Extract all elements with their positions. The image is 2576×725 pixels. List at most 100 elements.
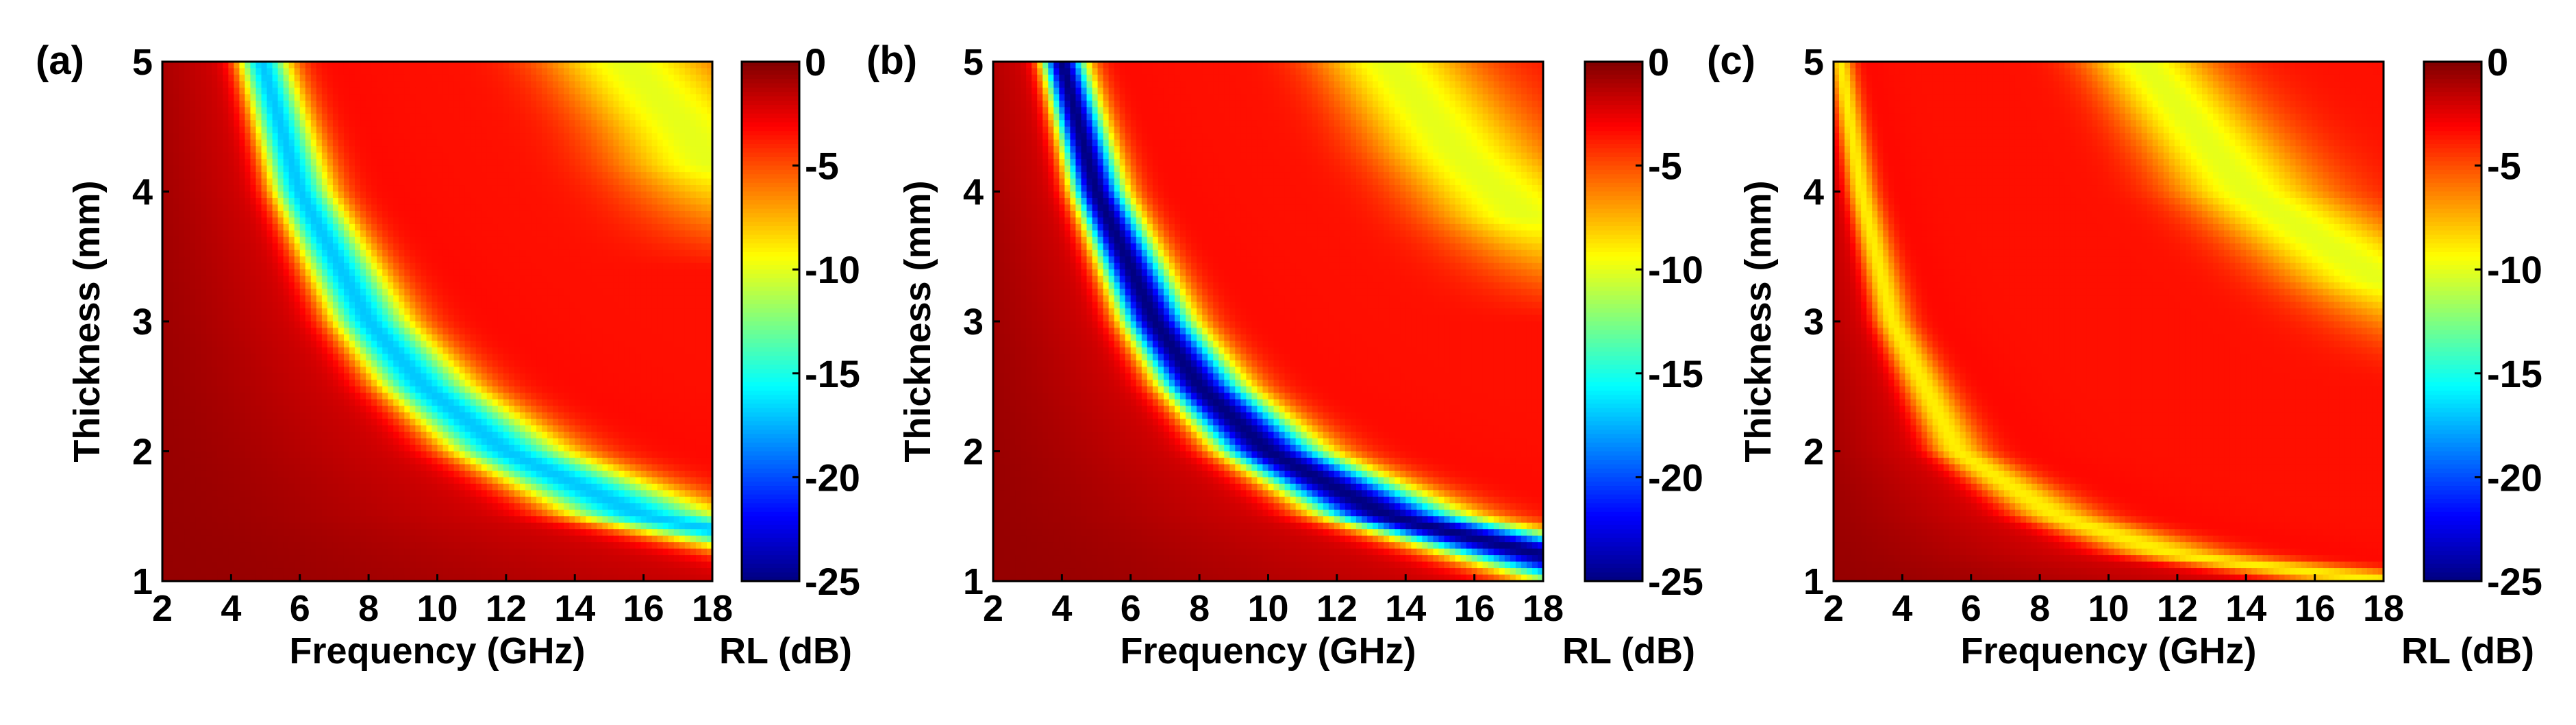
heatmap-cell: [553, 360, 559, 367]
heatmap-cell: [256, 127, 262, 134]
heatmap-cell: [234, 179, 240, 186]
heatmap-cell: [630, 263, 636, 270]
heatmap-cell: [228, 315, 234, 322]
heatmap-cell: [267, 373, 273, 380]
heatmap-cell: [580, 198, 586, 205]
heatmap-cell: [173, 243, 179, 250]
heatmap-cell: [201, 360, 207, 367]
heatmap-cell: [531, 237, 537, 244]
heatmap-cell: [382, 88, 388, 95]
heatmap-cell: [663, 217, 669, 224]
heatmap-cell: [377, 367, 383, 373]
heatmap-cell: [305, 224, 312, 231]
heatmap-cell: [647, 81, 653, 88]
heatmap-cell: [701, 127, 708, 134]
heatmap-cell: [630, 107, 636, 114]
heatmap-cell: [217, 217, 223, 224]
heatmap-cell: [223, 328, 229, 334]
heatmap-cell: [438, 204, 444, 211]
heatmap-cell: [674, 263, 680, 270]
heatmap-cell: [674, 308, 680, 315]
heatmap-cell: [531, 295, 537, 302]
heatmap-cell: [273, 88, 279, 95]
heatmap-cell: [223, 88, 229, 95]
heatmap-cell: [509, 380, 515, 386]
heatmap-cell: [366, 88, 372, 95]
heatmap-cell: [333, 289, 339, 296]
heatmap-cell: [553, 153, 559, 160]
heatmap-cell: [586, 211, 592, 218]
heatmap-cell: [618, 140, 625, 147]
heatmap-cell: [586, 269, 592, 276]
heatmap-cell: [421, 172, 427, 179]
heatmap-cell: [531, 81, 537, 88]
heatmap-cell: [696, 75, 702, 82]
heatmap-cell: [173, 75, 179, 82]
heatmap-cell: [602, 282, 608, 289]
heatmap-cell: [228, 282, 234, 289]
heatmap-cell: [267, 211, 273, 218]
heatmap-cell: [553, 204, 559, 211]
heatmap-cell: [360, 230, 366, 237]
heatmap-cell: [591, 276, 597, 283]
heatmap-cell: [564, 250, 570, 257]
heatmap-cell: [569, 269, 575, 276]
heatmap-cell: [289, 230, 295, 237]
heatmap-cell: [344, 243, 350, 250]
heatmap-cell: [674, 341, 680, 347]
heatmap-cell: [514, 308, 521, 315]
heatmap-cell: [333, 140, 339, 147]
heatmap-cell: [663, 198, 669, 205]
heatmap-cell: [449, 347, 455, 354]
heatmap-cell: [377, 153, 383, 160]
heatmap-cell: [608, 192, 614, 199]
heatmap-cell: [465, 204, 471, 211]
heatmap-cell: [690, 289, 697, 296]
heatmap-cell: [316, 276, 323, 283]
heatmap-cell: [388, 230, 394, 237]
heatmap-cell: [239, 250, 245, 257]
heatmap-cell: [289, 341, 295, 347]
heatmap-cell: [630, 211, 636, 218]
heatmap-cell: [239, 347, 245, 354]
heatmap-cell: [547, 341, 553, 347]
heatmap-cell: [663, 367, 669, 373]
heatmap-cell: [256, 295, 262, 302]
heatmap-cell: [569, 360, 575, 367]
heatmap-cell: [349, 146, 355, 153]
heatmap-cell: [212, 146, 218, 153]
heatmap-cell: [300, 237, 306, 244]
heatmap-cell: [438, 256, 444, 263]
heatmap-cell: [393, 354, 399, 360]
heatmap-cell: [679, 204, 686, 211]
heatmap-cell: [377, 269, 383, 276]
heatmap-cell: [547, 289, 553, 296]
heatmap-cell: [630, 198, 636, 205]
heatmap-cell: [652, 198, 658, 205]
heatmap-cell: [658, 263, 664, 270]
heatmap-cell: [322, 237, 328, 244]
heatmap-cell: [465, 179, 471, 186]
heatmap-cell: [454, 263, 460, 270]
heatmap-cell: [460, 166, 466, 173]
heatmap-cell: [575, 256, 581, 263]
heatmap-cell: [613, 88, 619, 95]
heatmap-cell: [449, 269, 455, 276]
heatmap-cell: [305, 81, 312, 88]
heatmap-cell: [388, 153, 394, 160]
heatmap-cell: [668, 146, 675, 153]
heatmap-cell: [262, 88, 268, 95]
heatmap-cell: [520, 75, 526, 82]
heatmap-cell: [410, 166, 416, 173]
heatmap-cell: [300, 81, 306, 88]
heatmap-cell: [217, 94, 223, 101]
heatmap-cell: [316, 230, 323, 237]
heatmap-cell: [256, 204, 262, 211]
heatmap-cell: [344, 373, 350, 380]
heatmap-cell: [625, 328, 631, 334]
heatmap-cell: [696, 347, 702, 354]
heatmap-cell: [404, 185, 410, 192]
heatmap-cell: [228, 367, 234, 373]
heatmap-cell: [206, 172, 212, 179]
heatmap-cell: [625, 289, 631, 296]
